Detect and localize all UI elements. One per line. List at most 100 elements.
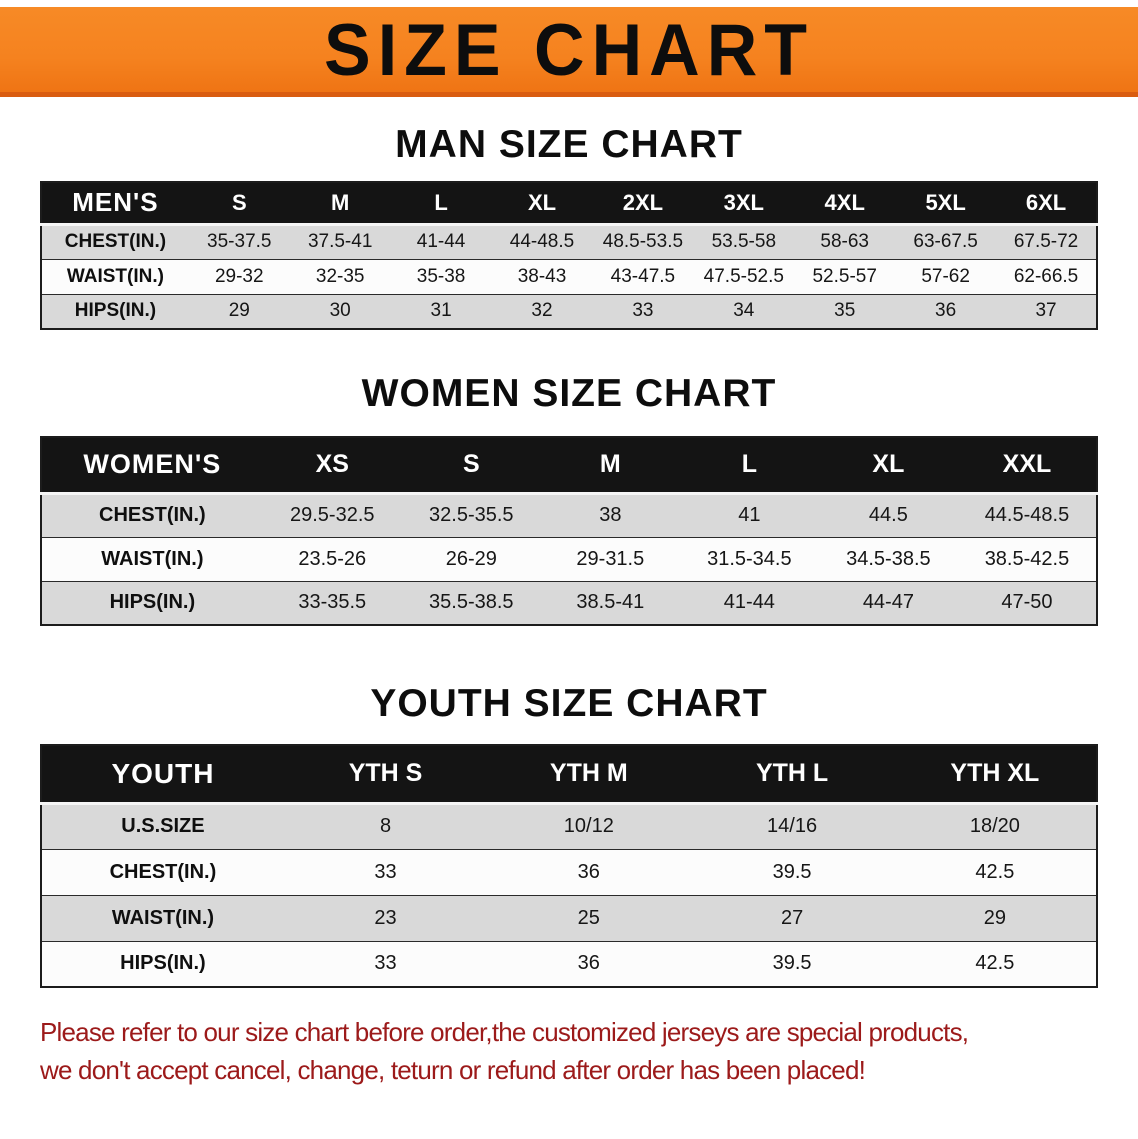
row-label-cell: CHEST(IN.) xyxy=(64,231,167,252)
women-size-section: WOMEN SIZE CHART WOMEN'S XS S M L XL XXL CHEST(… xyxy=(0,372,1138,626)
size-value-cell: 31.5-34.5 xyxy=(707,547,792,570)
size-value-cell: 47-50 xyxy=(1001,591,1053,614)
table-row: CHEST(IN.) 33 36 39.5 42.5 xyxy=(41,849,1097,895)
size-value-cell: 41-44 xyxy=(416,231,466,252)
table-corner-label: YOUTH xyxy=(41,745,284,805)
size-value-cell: 29-31.5 xyxy=(576,547,645,570)
table-row: HIPS(IN.) 33 36 39.5 42.5 xyxy=(41,941,1097,987)
size-value-cell: 29.5-32.5 xyxy=(290,504,375,526)
size-value-cell: 53.5-58 xyxy=(711,231,777,252)
size-value-cell: 62-66.5 xyxy=(1013,265,1079,287)
size-value-cell: 48.5-53.5 xyxy=(602,231,684,252)
size-value-cell: 44-48.5 xyxy=(509,231,575,252)
size-value-cell: 35-38 xyxy=(416,265,466,287)
size-value-cell: 52.5-57 xyxy=(812,265,877,287)
row-label-cell: HIPS(IN.) xyxy=(120,952,206,975)
size-value-cell: 29-32 xyxy=(214,265,264,287)
size-value-cell: 38-43 xyxy=(517,265,567,287)
size-value-cell: 39.5 xyxy=(772,952,812,975)
row-label-cell: WAIST(IN.) xyxy=(111,906,215,929)
size-value-cell: 10/12 xyxy=(563,815,614,837)
size-value-cell: 38.5-41 xyxy=(576,591,645,614)
table-header-row: MEN'S S M L XL 2XL 3XL 4XL 5XL 6XL xyxy=(41,182,1097,226)
size-value-cell: 29 xyxy=(983,906,1006,929)
size-value-cell: 34 xyxy=(733,300,755,322)
table-body: CHEST(IN.) 35-37.5 37.5-41 41-44 44-48.5 48.5… xyxy=(41,224,1097,329)
table-body: U.S.SIZE 8 10/12 14/16 18/20 CHEST(IN.) 33 36 39… xyxy=(41,803,1097,987)
size-value-cell: 33-35.5 xyxy=(298,591,367,614)
size-column-header: XXL xyxy=(957,437,1097,495)
size-value-cell: 63-67.5 xyxy=(913,231,978,252)
size-value-cell: 25 xyxy=(577,906,600,929)
size-value-cell: 36 xyxy=(935,300,957,322)
women-section-heading: WOMEN SIZE CHART xyxy=(361,372,777,415)
size-value-cell: 44-47 xyxy=(862,591,914,614)
size-value-cell: 35 xyxy=(834,300,856,322)
size-value-cell: 37 xyxy=(1035,300,1057,322)
size-value-cell: 41-44 xyxy=(723,591,775,614)
page-title: SIZE CHART xyxy=(324,8,814,91)
size-value-cell: 36 xyxy=(577,952,600,975)
size-column-header: S xyxy=(188,182,290,226)
disclaimer-line-2: we don't accept cancel, change, teturn o… xyxy=(40,1054,866,1085)
table-head: YOUTH YTH S YTH M YTH L YTH XL xyxy=(41,745,1097,805)
size-column-header: XL xyxy=(491,182,593,226)
youth-size-table: YOUTH YTH S YTH M YTH L YTH XL U.S.SIZE 8 10/12… xyxy=(40,744,1098,988)
size-column-header: 5XL xyxy=(895,182,997,226)
size-chart-page: SIZE CHART MAN SIZE CHART MEN'S S M L XL 2XL 3… xyxy=(0,7,1138,1139)
table-corner-label: WOMEN'S xyxy=(41,437,263,495)
table-row: HIPS(IN.) 29 30 31 32 33 34 35 36 37 xyxy=(41,294,1097,329)
size-value-cell: 36 xyxy=(577,860,600,883)
size-value-cell: 41 xyxy=(738,504,761,526)
size-value-cell: 29 xyxy=(228,300,250,322)
size-value-cell: 33 xyxy=(374,952,397,975)
size-column-header: XS xyxy=(262,437,402,495)
size-column-header: 4XL xyxy=(794,182,896,226)
row-label-cell: HIPS(IN.) xyxy=(74,300,157,322)
size-value-cell: 14/16 xyxy=(767,815,818,837)
size-value-cell: 42.5 xyxy=(975,952,1015,975)
size-value-cell: 31 xyxy=(430,300,452,322)
size-value-cell: 33 xyxy=(374,860,397,883)
size-value-cell: 44.5 xyxy=(868,504,908,526)
men-size-section: MAN SIZE CHART MEN'S S M L XL 2XL 3XL 4XL 5XL 6XL… xyxy=(0,123,1138,330)
size-column-header: S xyxy=(401,437,541,495)
table-body: CHEST(IN.) 29.5-32.5 32.5-35.5 38 41 44.5 44.5… xyxy=(41,493,1097,625)
table-row: WAIST(IN.) 29-32 32-35 35-38 38-43 43-47.5 47.… xyxy=(41,259,1097,294)
table-head: WOMEN'S XS S M L XL XXL xyxy=(41,437,1097,495)
size-value-cell: 32-35 xyxy=(315,265,365,287)
size-column-header: YTH S xyxy=(283,745,488,805)
women-size-table: WOMEN'S XS S M L XL XXL CHEST(IN.) 29.5-32.5 32.5… xyxy=(40,436,1098,626)
size-column-header: L xyxy=(679,437,819,495)
men-size-table: MEN'S S M L XL 2XL 3XL 4XL 5XL 6XL CHEST(IN.) 35-37… xyxy=(40,181,1098,330)
size-value-cell: 23 xyxy=(374,906,397,929)
disclaimer: Please refer to our size chart before or… xyxy=(40,1014,1100,1089)
table-row: U.S.SIZE 8 10/12 14/16 18/20 xyxy=(41,803,1097,849)
size-column-header: XL xyxy=(818,437,958,495)
youth-size-section: YOUTH SIZE CHART YOUTH YTH S YTH M YTH L YTH… xyxy=(0,682,1138,988)
table-header-row: WOMEN'S XS S M L XL XXL xyxy=(41,437,1097,495)
size-value-cell: 58-63 xyxy=(820,231,870,252)
table-row: WAIST(IN.) 23.5-26 26-29 29-31.5 31.5-34.5 34… xyxy=(41,537,1097,581)
size-value-cell: 23.5-26 xyxy=(298,547,367,570)
table-row: CHEST(IN.) 29.5-32.5 32.5-35.5 38 41 44.5 44.5… xyxy=(41,493,1097,537)
size-column-header: 2XL xyxy=(592,182,694,226)
size-value-cell: 44.5-48.5 xyxy=(984,504,1070,526)
size-value-cell: 42.5 xyxy=(975,860,1015,883)
banner: SIZE CHART xyxy=(0,7,1138,97)
size-value-cell: 30 xyxy=(329,300,351,322)
table-row: CHEST(IN.) 35-37.5 37.5-41 41-44 44-48.5 48.5… xyxy=(41,224,1097,259)
size-value-cell: 38 xyxy=(599,504,622,526)
size-value-cell: 39.5 xyxy=(772,860,812,883)
size-column-header: 3XL xyxy=(693,182,795,226)
row-label-cell: WAIST(IN.) xyxy=(101,547,204,570)
size-value-cell: 26-29 xyxy=(445,547,497,570)
size-value-cell: 67.5-72 xyxy=(1013,231,1079,252)
size-value-cell: 35.5-38.5 xyxy=(429,591,514,614)
row-label-cell: CHEST(IN.) xyxy=(99,504,206,526)
size-column-header: YTH M xyxy=(487,745,691,805)
row-label-cell: U.S.SIZE xyxy=(121,815,205,837)
table-header-row: YOUTH YTH S YTH M YTH L YTH XL xyxy=(41,745,1097,805)
men-section-heading: MAN SIZE CHART xyxy=(395,123,743,166)
size-value-cell: 38.5-42.5 xyxy=(984,547,1070,570)
